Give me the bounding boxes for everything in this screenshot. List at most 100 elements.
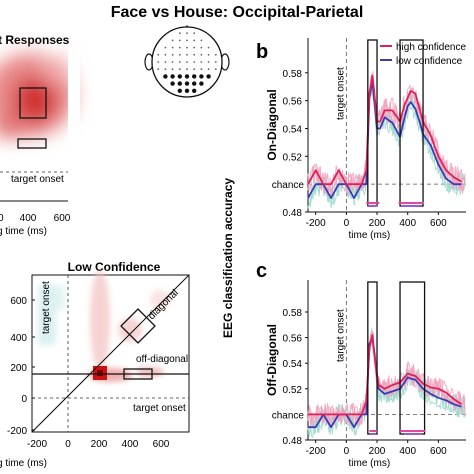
panel-low-ticks bbox=[32, 299, 35, 431]
electrode bbox=[193, 39, 196, 42]
electrode bbox=[164, 46, 167, 49]
electrode bbox=[178, 68, 181, 71]
y-tick-label: 0.58 bbox=[283, 69, 303, 80]
panel-low-heat-noise bbox=[38, 270, 170, 382]
electrode bbox=[178, 61, 181, 63]
electrode-selected bbox=[170, 81, 175, 86]
electrode-selected bbox=[192, 88, 197, 94]
panel-a-top: t Responses target onset 0 400 600 g tim… bbox=[0, 33, 80, 237]
electrode bbox=[178, 39, 181, 42]
x-tick-label: -200 bbox=[306, 218, 326, 229]
electrode bbox=[193, 46, 196, 49]
electrode-selected bbox=[177, 88, 182, 94]
panel-c-off-diagonal: c 0.48 0.52 0.54 0.56 0.58 -200 0 200 400 600 time… bbox=[256, 260, 466, 469]
series-noise-trace bbox=[307, 80, 466, 197]
electrode bbox=[200, 68, 203, 71]
x-tick-label: -200 bbox=[306, 446, 326, 457]
panel-low-title: Low Confidence bbox=[68, 260, 161, 274]
electrode bbox=[157, 53, 160, 56]
panel-low-box-diagonal bbox=[120, 308, 156, 344]
panel-low-xlabel: g time (ms) bbox=[0, 458, 47, 469]
x-tick-label: 0 bbox=[344, 446, 350, 457]
electrode bbox=[178, 46, 181, 49]
electrode bbox=[186, 46, 188, 49]
y-axis-label: On-Diagonal bbox=[265, 89, 279, 160]
electrode bbox=[178, 53, 181, 56]
scalp-electrode-map-icon bbox=[144, 24, 230, 98]
electrode bbox=[157, 68, 160, 71]
x-axis-label: time (ms) bbox=[349, 230, 391, 241]
electrode bbox=[207, 61, 210, 63]
onset-label: target onset bbox=[335, 67, 346, 120]
panel-a-heatmap-mask bbox=[68, 48, 80, 158]
electrode bbox=[193, 68, 196, 71]
electrode-selected bbox=[184, 88, 190, 94]
electrode-selected bbox=[177, 74, 182, 79]
y-tick-label: 0.52 bbox=[283, 152, 303, 163]
panel-low-diagonal-line bbox=[31, 274, 190, 433]
electrode bbox=[171, 68, 174, 71]
panel-low-xtick-label: 200 bbox=[91, 439, 108, 450]
electrode-selected bbox=[177, 81, 182, 86]
panel-low-box-diagonal-group bbox=[120, 308, 156, 344]
panel-low-xtick-label: -200 bbox=[27, 439, 47, 450]
electrode-selected bbox=[163, 74, 168, 79]
y-tick-label: 0.58 bbox=[283, 308, 303, 319]
y-tick-label: 0.54 bbox=[283, 124, 303, 135]
panel-a-title: t Responses bbox=[0, 33, 70, 47]
electrode bbox=[178, 32, 181, 35]
electrode-selected bbox=[184, 81, 190, 86]
series-noise-trace bbox=[307, 331, 466, 427]
series-line bbox=[307, 74, 462, 186]
time-window-box bbox=[399, 281, 426, 435]
panel-low-onset-hlabel: target onset bbox=[133, 403, 186, 414]
y-tick-label: 0.56 bbox=[283, 334, 303, 345]
electrode bbox=[193, 61, 196, 63]
series-line bbox=[308, 334, 462, 416]
x-tick-label: 400 bbox=[399, 446, 416, 457]
y-tick-label: 0.56 bbox=[283, 97, 303, 108]
panel-low-offdiag-label: off-diagonal bbox=[136, 354, 188, 365]
chance-label: chance bbox=[272, 410, 305, 421]
electrode bbox=[214, 53, 217, 56]
heat-blob bbox=[90, 270, 110, 370]
x-tick-label: 200 bbox=[369, 446, 386, 457]
heat-blob bbox=[55, 285, 65, 310]
panel-a-xlabel: g time (ms) bbox=[0, 226, 47, 237]
panel-a-onset-label: target onset bbox=[11, 174, 64, 185]
legend-label: low confidence bbox=[396, 56, 463, 67]
x-tick-label: 400 bbox=[399, 218, 416, 229]
electrode bbox=[186, 32, 188, 35]
panel-a-box-off-diagonal bbox=[17, 138, 47, 149]
electrode bbox=[186, 53, 188, 56]
electrode bbox=[186, 61, 188, 63]
panel-low-xtick-label: 0 bbox=[65, 439, 71, 450]
heat-blob bbox=[38, 285, 56, 345]
electrode bbox=[157, 61, 160, 63]
panel-low-ytick-label: 600 bbox=[10, 296, 27, 307]
panel-a-box-diagonal bbox=[19, 87, 47, 119]
heat-blob bbox=[118, 318, 142, 342]
panel-low-ytick-label: 0 bbox=[21, 394, 27, 405]
electrode bbox=[207, 46, 210, 49]
y-axis-label: Off-Diagonal bbox=[265, 324, 279, 396]
electrode bbox=[171, 53, 174, 56]
electrode bbox=[171, 39, 174, 42]
panel-c-letter: c bbox=[256, 260, 267, 282]
electrode bbox=[200, 53, 203, 56]
electrode bbox=[214, 61, 217, 63]
legend-label: high confidence bbox=[396, 42, 466, 53]
electrode bbox=[186, 68, 188, 71]
chance-label: chance bbox=[272, 180, 305, 191]
y-tick-label: 0.52 bbox=[283, 385, 303, 396]
panel-b-on-diagonal: b 0.48 0.52 0.54 0.56 0.58 -200 0 200 400 600 time… bbox=[256, 38, 466, 241]
x-tick-label: 200 bbox=[369, 218, 386, 229]
series-noise-trace bbox=[307, 332, 466, 426]
onset-label: target onset bbox=[335, 309, 346, 362]
panel-low-xtick-label: 400 bbox=[122, 439, 139, 450]
electrode-selected bbox=[199, 74, 204, 79]
panel-a-xtick-label: 0 bbox=[0, 213, 4, 224]
electrode-selected bbox=[192, 81, 197, 86]
shared-ylabel: EEG classification accuracy bbox=[221, 178, 235, 338]
